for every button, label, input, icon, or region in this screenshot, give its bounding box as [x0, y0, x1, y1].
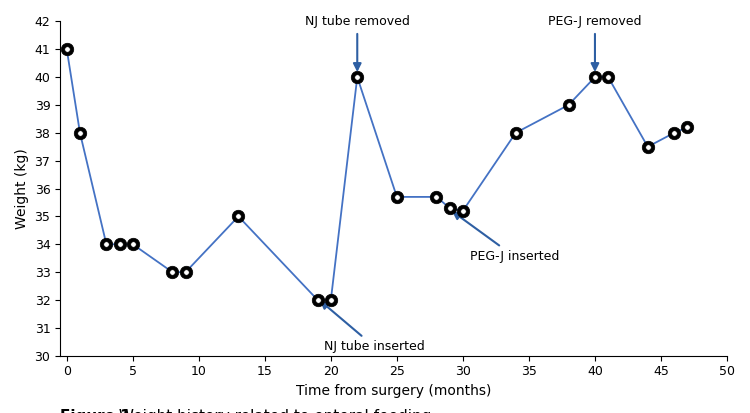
Text: NJ tube inserted: NJ tube inserted — [322, 302, 425, 354]
Text: PEG-J removed: PEG-J removed — [548, 15, 642, 70]
Text: NJ tube removed: NJ tube removed — [304, 15, 410, 70]
Text: PEG-J inserted: PEG-J inserted — [454, 212, 559, 263]
Text: Figure 1.: Figure 1. — [60, 409, 136, 413]
Text: Weight history related to enteral feeding.: Weight history related to enteral feedin… — [114, 409, 436, 413]
Y-axis label: Weight (kg): Weight (kg) — [15, 148, 29, 229]
X-axis label: Time from surgery (months): Time from surgery (months) — [296, 384, 491, 398]
